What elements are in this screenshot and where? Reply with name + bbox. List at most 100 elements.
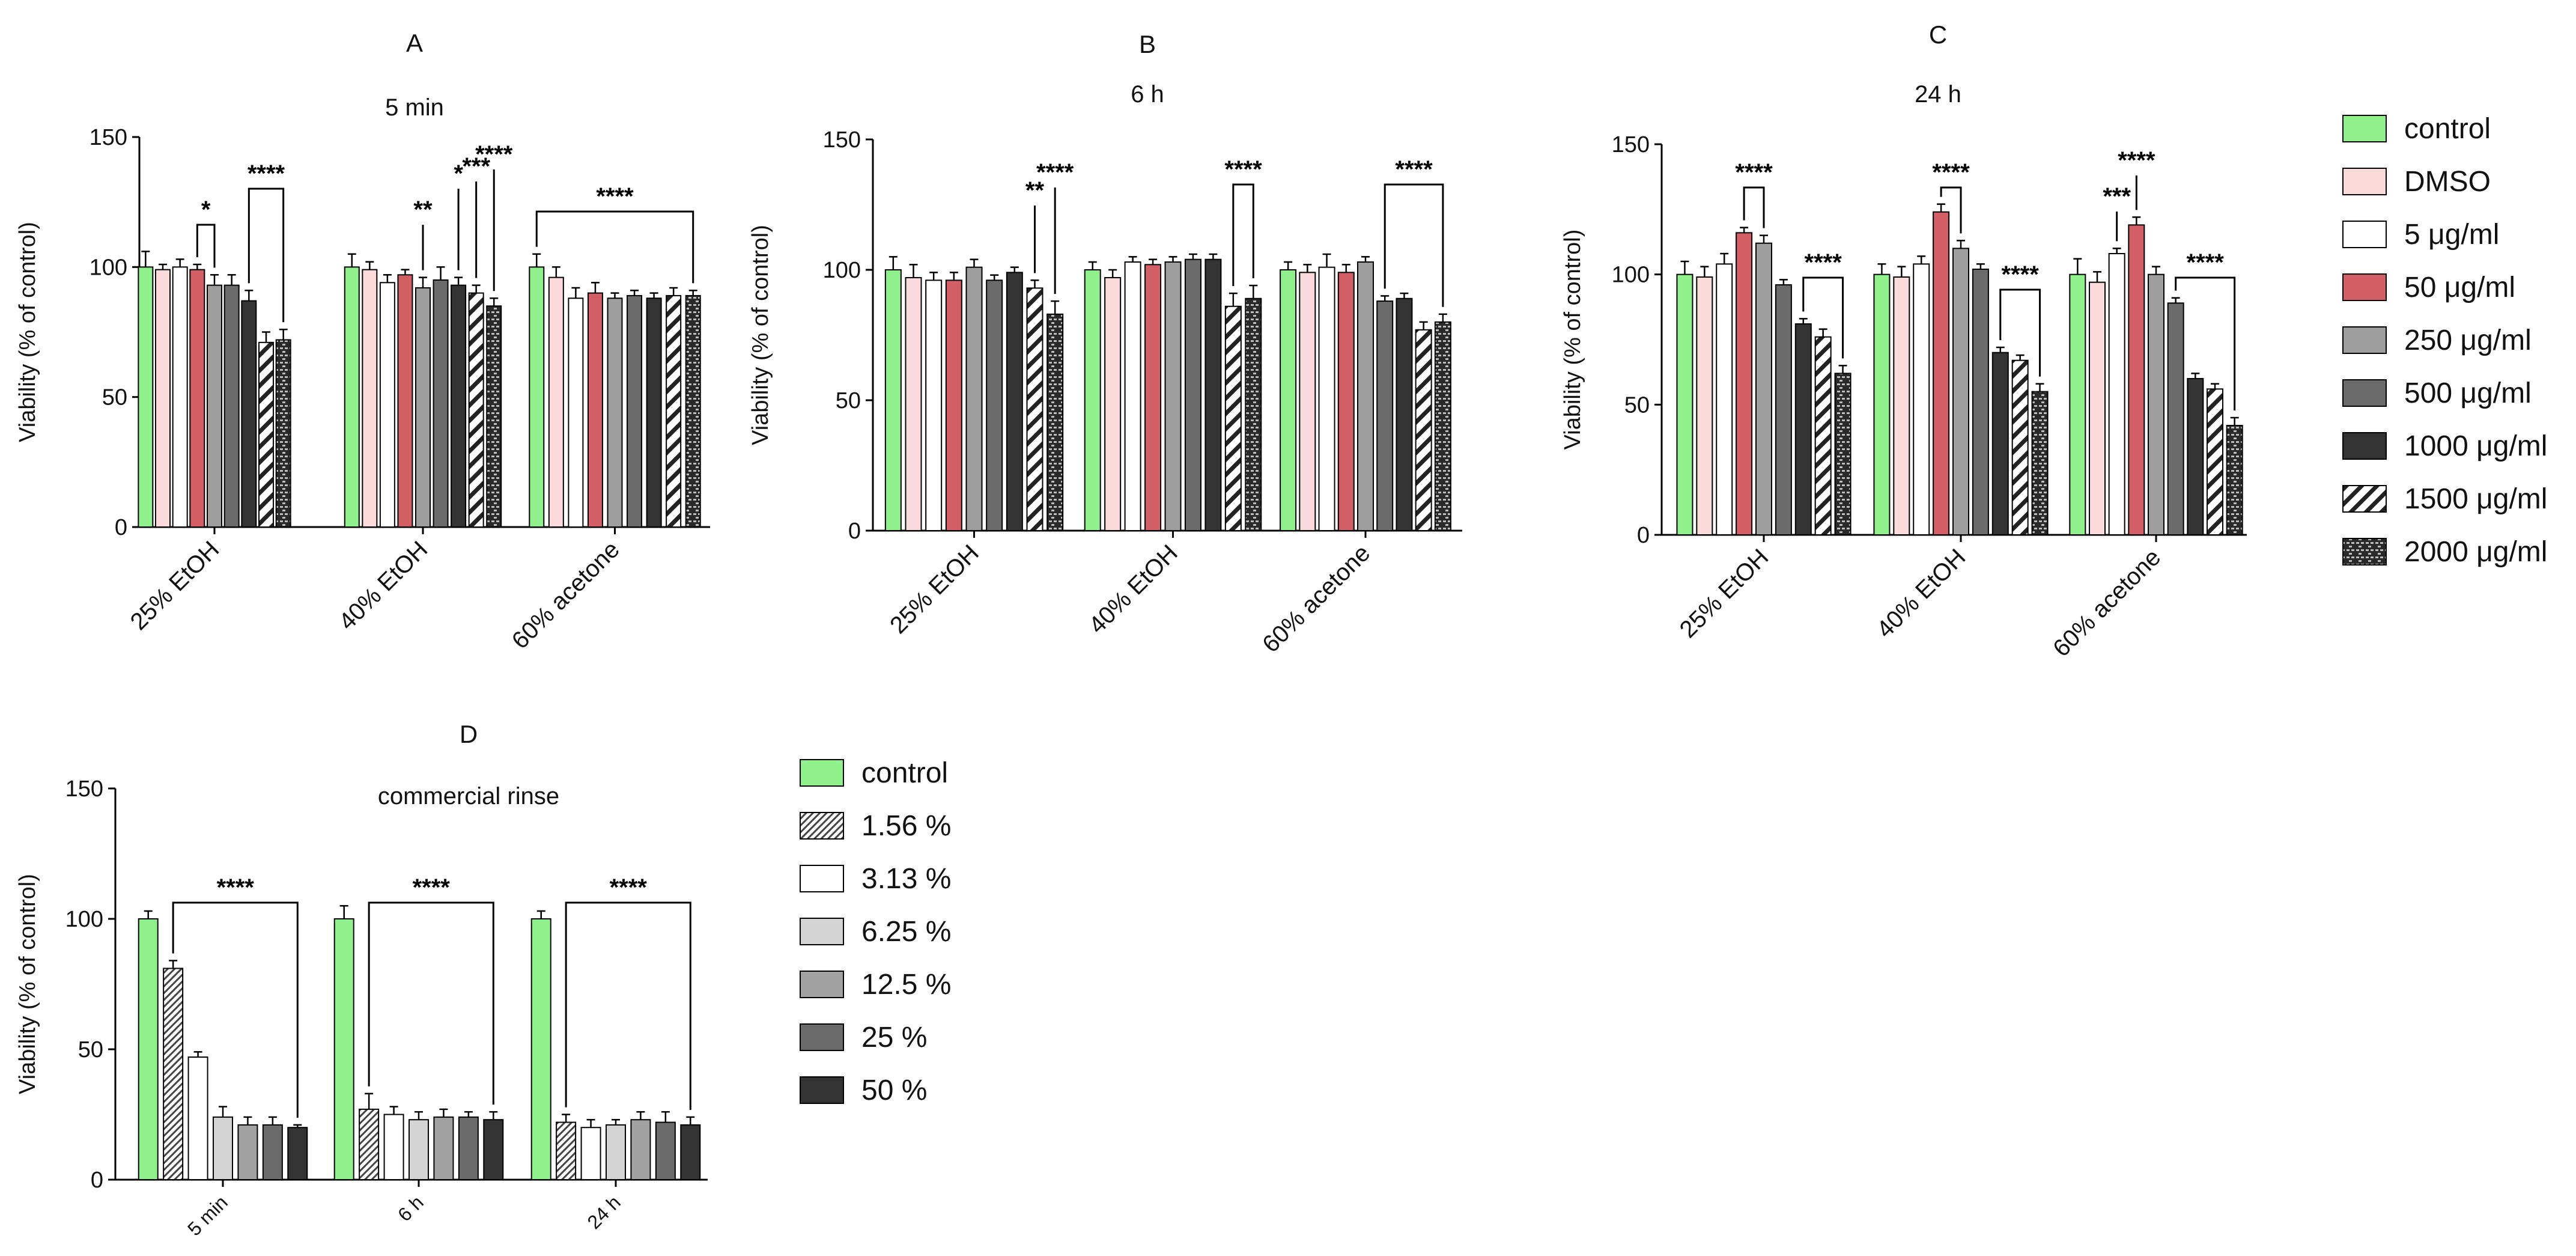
bar bbox=[1794, 323, 1812, 535]
legend-swatch bbox=[800, 918, 844, 945]
bar bbox=[607, 297, 623, 528]
significance-label: **** bbox=[2002, 261, 2040, 288]
significance-annotation: ** bbox=[413, 197, 433, 270]
significance-label: **** bbox=[1036, 159, 1074, 186]
legend-item: 6.25 % bbox=[800, 916, 951, 948]
y-tick-label: 50 bbox=[1624, 392, 1650, 418]
significance-annotation: **** bbox=[1802, 249, 1844, 359]
y-tick-label: 50 bbox=[102, 385, 127, 410]
legend-swatch bbox=[2342, 538, 2387, 566]
significance-bracket bbox=[535, 210, 694, 284]
panel-letter: D bbox=[460, 720, 478, 748]
significance-label: **** bbox=[1932, 159, 1970, 186]
bar bbox=[383, 1114, 404, 1180]
bar bbox=[207, 284, 222, 528]
bar bbox=[1913, 263, 1930, 535]
legend-swatch bbox=[2342, 432, 2387, 460]
x-tick-label: 25% EtOH bbox=[1675, 544, 1774, 643]
bar bbox=[409, 1119, 429, 1181]
legend-swatch bbox=[2342, 168, 2387, 195]
bar bbox=[627, 294, 643, 528]
significance-annotation: **** bbox=[1999, 261, 2041, 377]
bar bbox=[2128, 224, 2145, 536]
bar bbox=[905, 277, 922, 531]
bar bbox=[138, 918, 159, 1180]
panel-title: 5 min bbox=[385, 94, 444, 121]
significance-label: * bbox=[454, 160, 463, 187]
bar bbox=[213, 1116, 233, 1180]
legend-item: DMSO bbox=[2342, 166, 2491, 198]
bar bbox=[1736, 232, 1753, 535]
bar bbox=[1396, 297, 1413, 531]
bar bbox=[587, 292, 603, 528]
panel-b: B 6 h 0 50 100 150 Viability (% of control) 25%… bbox=[748, 30, 1462, 657]
bar bbox=[655, 1121, 676, 1181]
bar bbox=[1972, 269, 1989, 535]
x-tick-label: 25% EtOH bbox=[126, 536, 225, 635]
bar bbox=[163, 968, 184, 1180]
bar bbox=[1676, 273, 1694, 535]
bar bbox=[1084, 269, 1101, 531]
bar bbox=[1991, 352, 2009, 536]
legend-label: 50 % bbox=[861, 1075, 927, 1106]
bar bbox=[1696, 276, 1713, 535]
significance-annotation: **** bbox=[2118, 147, 2155, 210]
panel-title: commercial rinse bbox=[378, 783, 559, 809]
significance-label: **** bbox=[1735, 159, 1773, 186]
bar bbox=[646, 297, 662, 528]
bar bbox=[666, 294, 682, 528]
y-tick-label: 100 bbox=[823, 258, 861, 283]
bar bbox=[415, 287, 431, 528]
significance-annotation: **** bbox=[248, 160, 285, 323]
significance-annotation: **** bbox=[1036, 159, 1074, 294]
legend-label: 2000 μg/ml bbox=[2404, 536, 2547, 568]
significance-annotation: *** bbox=[2103, 183, 2131, 242]
charts: A 5 min 0 50 100 150 Viability (% of control) 2… bbox=[15, 20, 2247, 1240]
y-axis-label: Viability (% of control) bbox=[1560, 230, 1585, 450]
bar bbox=[530, 918, 551, 1180]
legend-swatch bbox=[800, 1023, 844, 1051]
legend-label: 6.25 % bbox=[861, 916, 951, 948]
x-tick-label: 6 h bbox=[393, 1191, 428, 1225]
legend-label: 250 μg/ml bbox=[2404, 325, 2532, 356]
panel-a: A 5 min 0 50 100 150 Viability (% of control) 2… bbox=[15, 29, 710, 654]
bar bbox=[1204, 258, 1222, 531]
significance-label: **** bbox=[1395, 156, 1433, 183]
significance-bracket bbox=[1802, 276, 1844, 359]
y-axis-label: Viability (% of control) bbox=[748, 225, 773, 445]
bar bbox=[379, 282, 395, 528]
legend-label: 1500 μg/ml bbox=[2404, 483, 2547, 515]
significance-bracket bbox=[1999, 288, 2041, 377]
bar bbox=[548, 276, 564, 528]
significance-bracket bbox=[1384, 183, 1444, 307]
bar bbox=[1834, 373, 1852, 535]
significance-label: **** bbox=[596, 183, 634, 210]
legend-label: 1000 μg/ml bbox=[2404, 430, 2547, 462]
significance-annotation: **** bbox=[1932, 159, 1970, 234]
bar bbox=[2226, 425, 2243, 535]
bar bbox=[1415, 329, 1432, 531]
significance-label: ** bbox=[1025, 177, 1045, 204]
legend-label: 50 μg/ml bbox=[2404, 272, 2515, 303]
significance-label: **** bbox=[2187, 249, 2225, 276]
significance-label: **** bbox=[248, 160, 285, 187]
x-tick-label: 40% EtOH bbox=[1084, 540, 1183, 639]
y-tick-label: 0 bbox=[91, 1168, 103, 1193]
y-tick-label: 150 bbox=[823, 127, 861, 153]
bar bbox=[925, 279, 943, 531]
panel-letter: B bbox=[1139, 30, 1156, 58]
legend-item: control bbox=[2342, 113, 2491, 145]
legend-swatch bbox=[2342, 115, 2387, 142]
bar bbox=[138, 266, 154, 528]
significance-label: **** bbox=[610, 874, 648, 901]
significance-annotation: **** bbox=[1735, 159, 1773, 228]
legend-swatch bbox=[2342, 326, 2387, 354]
bar bbox=[359, 1108, 380, 1180]
bar bbox=[344, 266, 360, 528]
bar bbox=[1814, 336, 1832, 536]
bar bbox=[2148, 273, 2164, 535]
significance-bracket bbox=[1232, 183, 1254, 287]
bar bbox=[1434, 321, 1451, 531]
bar bbox=[945, 279, 962, 531]
